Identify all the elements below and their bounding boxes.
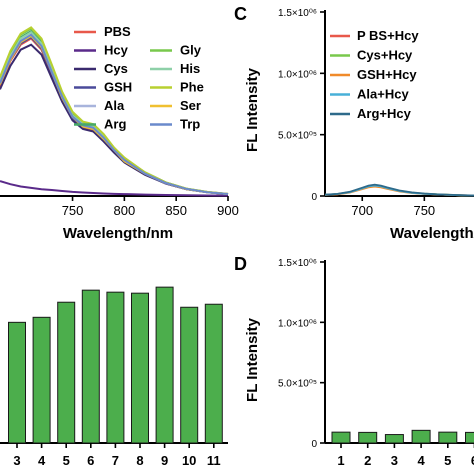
bar [57, 301, 76, 444]
panel-letter-d: D [234, 254, 247, 274]
x-axis-label: Wavelength/nm [390, 225, 474, 242]
bar [204, 303, 223, 444]
panel-d-bar-chart: 0 5.0×10⁰⁵ 1.0×10⁰⁶ 1.5×10⁰⁶ 1 2 3 4 5 6 FL Intens… [244, 258, 474, 468]
y-tick-label: 1.0×10⁰⁶ [278, 69, 317, 80]
x-tick-label: 850 [165, 203, 187, 218]
x-tick-label: 750 [413, 203, 435, 218]
legend-label: His [180, 61, 200, 76]
x-tick-label: 3 [391, 453, 398, 468]
legend-label: Phe [180, 80, 204, 95]
x-tick-label: 5 [63, 453, 70, 468]
x-tick-label: 10 [182, 453, 196, 468]
panel-selectivity-bar-chart: 3 4 5 6 7 8 9 10 11 [0, 286, 228, 468]
legend-label: P BS+Hcy [357, 28, 419, 43]
series-line-ala [0, 33, 229, 195]
x-tick-label: 700 [351, 203, 373, 218]
bar [180, 306, 199, 444]
legend-label: Arg+Hcy [357, 106, 412, 121]
legend-label: Cys [104, 61, 128, 76]
legend-label: Arg [104, 117, 126, 132]
x-tick-label: 900 [217, 203, 239, 218]
x-tick-label: 8 [136, 453, 143, 468]
y-axis-label: FL Intensity [244, 67, 261, 152]
x-tick-label: 750 [62, 203, 84, 218]
bar [32, 316, 51, 444]
x-tick-label: 7 [112, 453, 119, 468]
series-line-trp [0, 33, 229, 195]
legend-label: Trp [180, 117, 200, 132]
x-tick-label: 2 [364, 453, 371, 468]
bar [331, 431, 351, 444]
legend-label: Ser [180, 98, 201, 113]
bar [465, 431, 474, 444]
series-line [324, 183, 474, 197]
x-tick-label: 6 [471, 453, 474, 468]
panel-b-emission-spectra: 750 800 850 900 Wavelength/nm PBS Hcy Cys GSH Ala… [0, 24, 239, 242]
panel-letter-c: C [234, 4, 247, 24]
series-line-hcy [0, 180, 229, 197]
y-tick-label: 1.5×10⁰⁶ [278, 258, 317, 269]
x-tick-label: 3 [13, 453, 20, 468]
legend-label: GSH [104, 80, 132, 95]
y-tick-label: 1.5×10⁰⁶ [278, 8, 317, 19]
legend-label: Ala+Hcy [357, 87, 409, 102]
y-tick-label: 5.0×10⁰⁵ [278, 131, 317, 142]
legend-label: Hcy [104, 43, 129, 58]
series-line-ser [0, 34, 229, 195]
y-tick-label: 1.0×10⁰⁶ [278, 318, 317, 329]
x-tick-label: 6 [87, 453, 94, 468]
bar [8, 321, 26, 444]
legend-label: GSH+Hcy [357, 67, 417, 82]
x-tick-label: 4 [417, 453, 425, 468]
x-tick-label: 11 [207, 453, 221, 468]
legend-label: PBS [104, 24, 131, 39]
bar [106, 291, 125, 444]
bar [131, 292, 149, 444]
x-tick-label: 1 [337, 453, 344, 468]
legend-label: Cys+Hcy [357, 48, 413, 63]
bar [155, 286, 174, 444]
panel-c-competition-spectra: 0 5.0×10⁰⁵ 1.0×10⁰⁶ 1.5×10⁰⁶ 700 750 Wavelengt… [244, 8, 474, 242]
bar [411, 429, 431, 444]
x-tick-label: 4 [38, 453, 46, 468]
x-axis-label: Wavelength/nm [63, 225, 173, 242]
x-tick-label: 5 [444, 453, 451, 468]
bar [81, 289, 100, 444]
legend-label: Gly [180, 43, 202, 58]
y-axis-label: FL Intensity [244, 317, 261, 402]
y-tick-label: 0 [311, 192, 317, 203]
legend-label: Ala [104, 98, 125, 113]
y-tick-label: 0 [311, 439, 317, 450]
bar [438, 431, 458, 444]
bar [384, 434, 404, 444]
x-tick-label: 800 [114, 203, 136, 218]
x-tick-label: 9 [161, 453, 168, 468]
y-tick-label: 5.0×10⁰⁵ [278, 379, 317, 390]
bar [358, 431, 378, 444]
